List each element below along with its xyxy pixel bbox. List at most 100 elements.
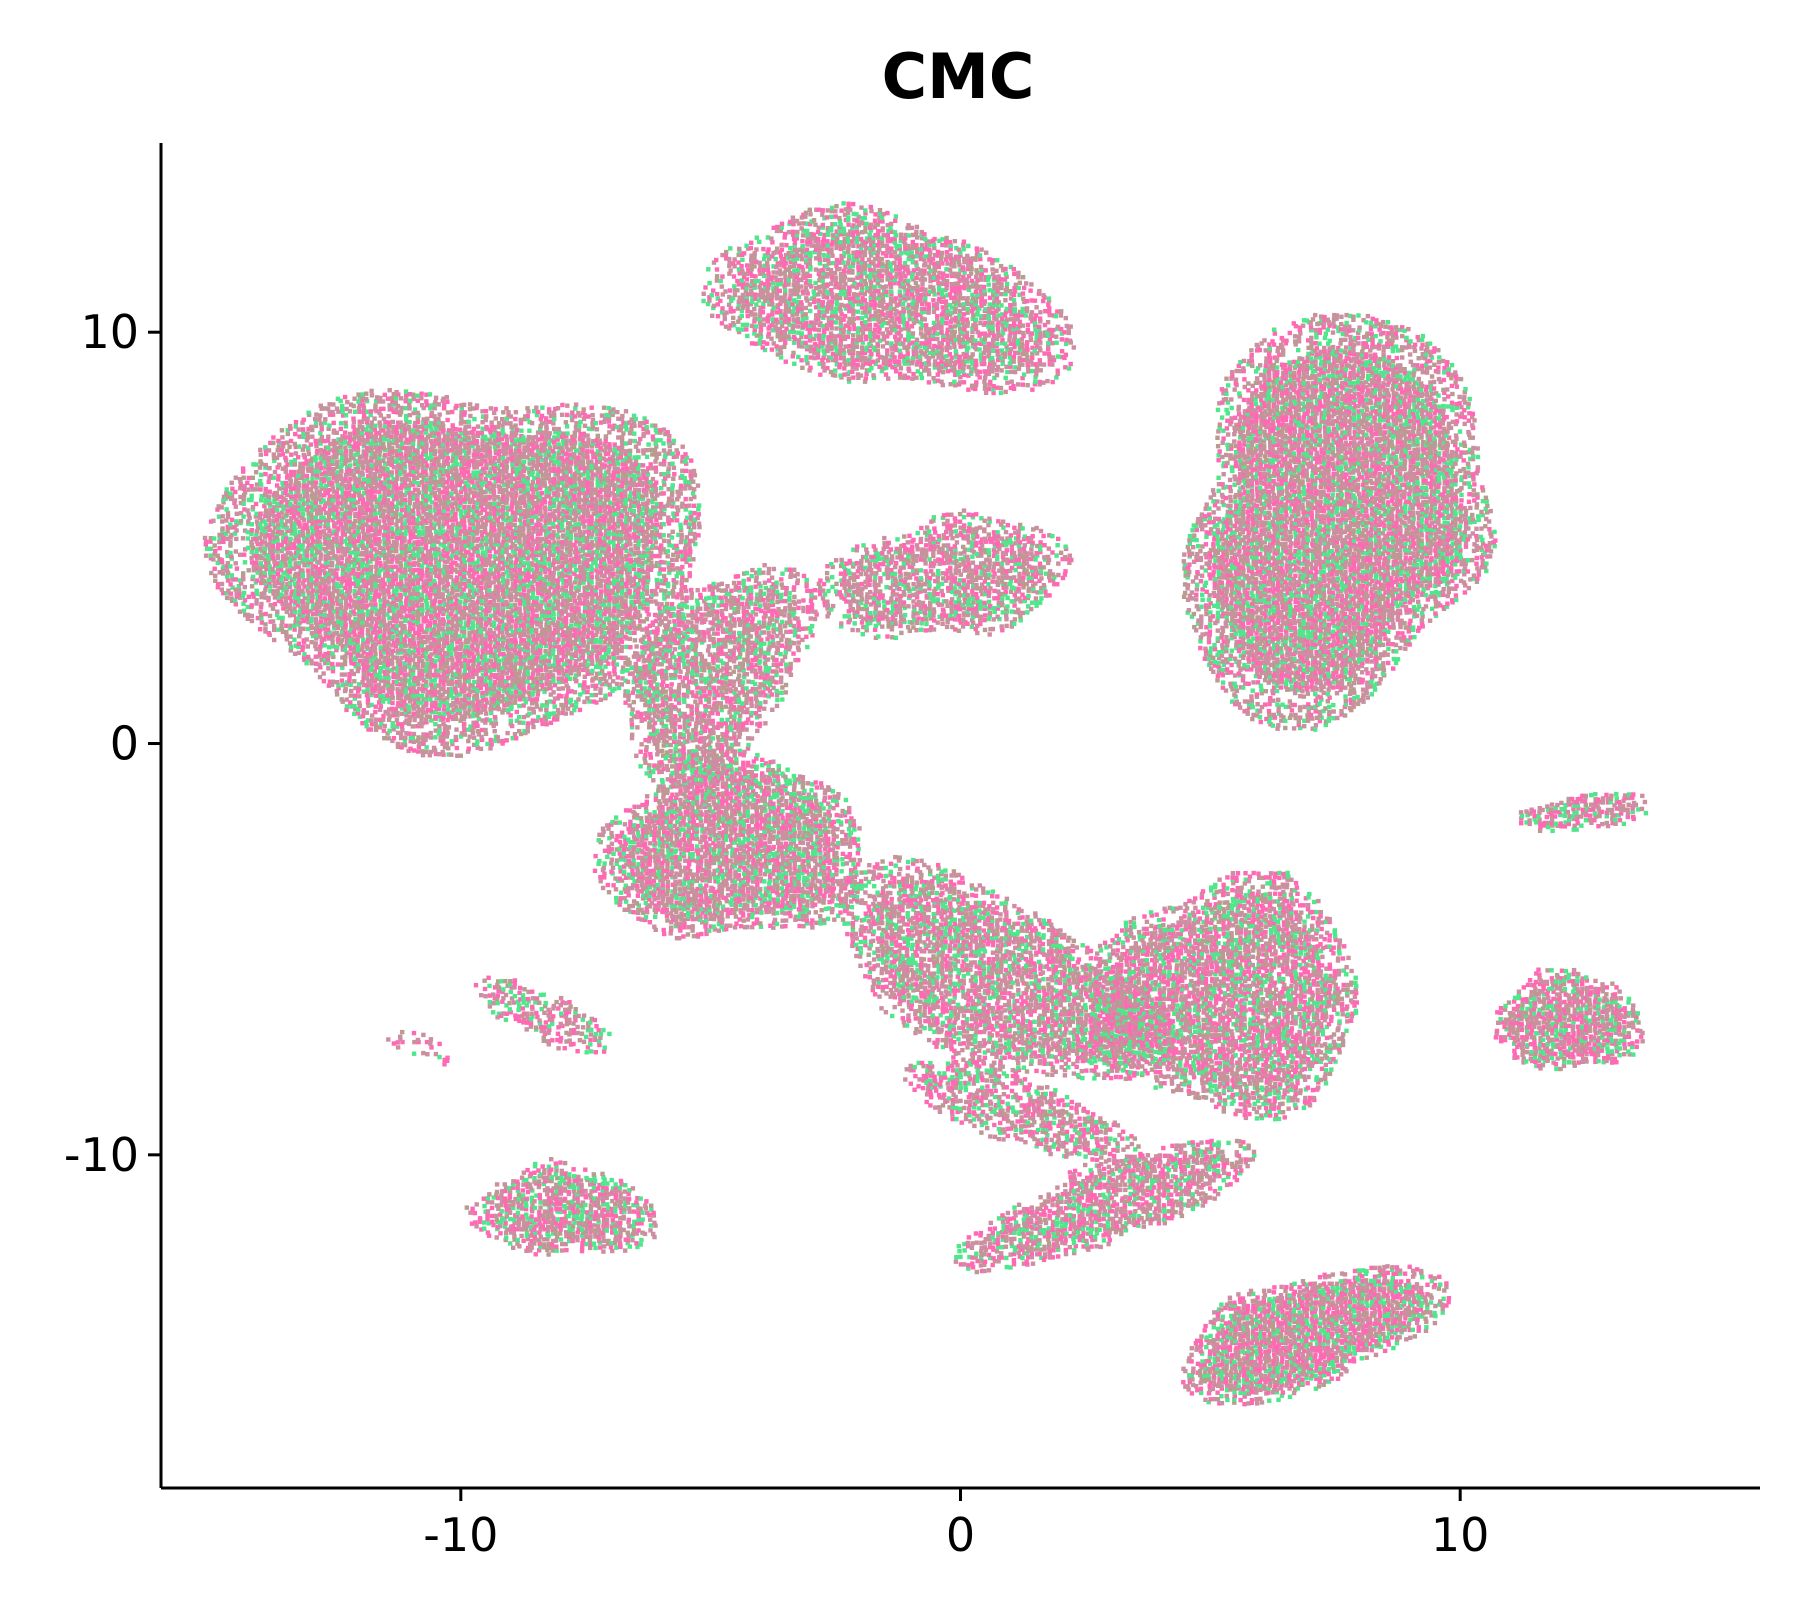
data-point	[463, 582, 467, 586]
data-point	[373, 669, 377, 673]
data-point	[488, 502, 492, 506]
data-point	[475, 403, 479, 407]
data-point	[466, 711, 470, 715]
data-point	[500, 417, 504, 421]
data-point	[463, 606, 467, 610]
data-point	[463, 658, 467, 662]
data-point	[493, 729, 497, 733]
data-point	[281, 547, 285, 551]
data-point	[347, 603, 351, 607]
data-point	[411, 724, 415, 728]
data-point	[254, 554, 258, 558]
data-point	[317, 505, 321, 509]
data-point	[375, 665, 379, 669]
data-point	[420, 474, 424, 478]
data-point	[317, 550, 321, 554]
data-point	[455, 746, 459, 750]
data-point	[357, 477, 361, 481]
data-point	[309, 584, 313, 588]
data-point	[220, 587, 224, 591]
data-point	[432, 414, 436, 418]
data-point	[381, 399, 385, 403]
data-point	[335, 631, 339, 635]
data-point	[250, 550, 254, 554]
data-point	[275, 508, 279, 512]
data-point	[326, 407, 330, 411]
data-point	[370, 393, 374, 397]
data-point	[377, 592, 381, 596]
data-point	[483, 470, 487, 474]
data-point	[487, 449, 491, 453]
data-point	[310, 593, 314, 597]
data-point	[463, 535, 467, 539]
data-point	[369, 651, 373, 655]
data-point	[285, 441, 289, 445]
data-point	[323, 606, 327, 610]
data-point	[416, 546, 420, 550]
data-point	[352, 558, 356, 562]
data-point	[428, 715, 432, 719]
data-point	[318, 431, 322, 435]
data-point	[466, 512, 470, 516]
data-point	[378, 598, 382, 602]
data-point	[408, 715, 412, 719]
data-point	[378, 619, 382, 623]
data-point	[340, 678, 344, 682]
data-point	[449, 687, 453, 691]
data-point	[332, 621, 336, 625]
data-point	[407, 425, 411, 429]
data-point	[369, 526, 373, 530]
data-point	[362, 516, 366, 520]
data-point	[365, 603, 369, 607]
data-point	[267, 631, 271, 635]
data-point	[449, 575, 453, 579]
data-point	[445, 442, 449, 446]
data-point	[399, 554, 403, 558]
data-point	[209, 547, 213, 551]
data-point	[385, 612, 389, 616]
data-point	[501, 684, 505, 688]
data-point	[249, 484, 253, 488]
data-point	[302, 453, 306, 457]
data-point	[276, 554, 280, 558]
data-point	[387, 729, 391, 733]
data-point	[496, 607, 500, 611]
data-point	[420, 525, 424, 529]
data-point	[245, 481, 249, 485]
data-point	[450, 442, 454, 446]
data-point	[466, 739, 470, 743]
data-point	[445, 589, 449, 593]
data-point	[344, 473, 348, 477]
data-point	[445, 701, 449, 705]
data-point	[416, 704, 420, 708]
data-point	[398, 609, 402, 613]
data-point	[377, 537, 381, 541]
data-point	[398, 593, 402, 597]
data-point	[365, 669, 369, 673]
data-point	[357, 406, 361, 410]
data-point	[454, 459, 458, 463]
data-point	[305, 553, 309, 557]
data-point	[258, 547, 262, 551]
data-point	[373, 476, 377, 480]
data-point	[424, 599, 428, 603]
data-point	[450, 715, 454, 719]
data-point	[283, 540, 287, 544]
data-point	[457, 679, 461, 683]
data-point	[318, 519, 322, 523]
data-point	[340, 697, 344, 701]
data-point	[349, 693, 353, 697]
data-point	[381, 616, 385, 620]
data-point	[472, 427, 476, 431]
data-point	[390, 456, 394, 460]
data-point	[373, 602, 377, 606]
data-point	[425, 463, 429, 467]
data-point	[433, 649, 437, 653]
data-point	[361, 529, 365, 533]
data-point	[382, 640, 386, 644]
data-point	[475, 739, 479, 743]
data-point	[373, 403, 377, 407]
data-point	[296, 481, 300, 485]
data-point	[365, 683, 369, 687]
data-point	[466, 673, 470, 677]
